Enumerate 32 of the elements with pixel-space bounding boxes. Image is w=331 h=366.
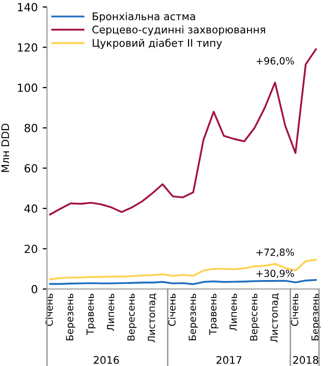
y-axis-title: Млн DDD <box>1 124 10 172</box>
x-tick-label: Січень <box>45 294 53 326</box>
x-tick-label: Листопад <box>270 294 280 342</box>
y-tick-label: 40 <box>24 204 38 213</box>
x-tick-label: Вересень <box>250 294 260 340</box>
legend-label: Цукровий діабет II типу <box>92 38 222 49</box>
annotation: +30,9% <box>256 270 294 278</box>
text: 2016 <box>94 356 119 364</box>
y-tick-label: 100 <box>18 84 38 92</box>
x-tick-label: Вересень <box>127 294 137 340</box>
x-tick-label: Березень <box>312 294 321 340</box>
x-tick-label: Березень <box>188 294 198 340</box>
x-tick-label: Травень <box>209 294 218 336</box>
x-tick-label: Липень <box>107 294 114 331</box>
x-tick-label: Березень <box>66 294 76 340</box>
legend-label: Серцево-судинні захворювання <box>92 25 266 36</box>
y-tick-label: 80 <box>24 124 38 132</box>
x-tick-label: Листопад <box>148 294 156 342</box>
text: 2018 <box>293 356 318 364</box>
y-tick-label: 20 <box>24 244 38 254</box>
x-tick-label: Січень <box>290 294 298 326</box>
y-tick-label: 0 <box>32 284 38 294</box>
text: 2017 <box>216 356 242 364</box>
x-tick-label: Січень <box>168 294 176 326</box>
x-tick-label: Липень <box>230 294 237 331</box>
y-tick-label: 120 <box>18 43 38 52</box>
legend-label: Бронхіальна астма <box>92 12 195 22</box>
annotation: +72,8% <box>256 248 294 257</box>
annotation: +96,0% <box>256 57 294 66</box>
y-tick-label: 60 <box>24 164 38 173</box>
y-tick-label: 140 <box>18 2 38 12</box>
x-tick-label: Травень <box>86 294 96 336</box>
